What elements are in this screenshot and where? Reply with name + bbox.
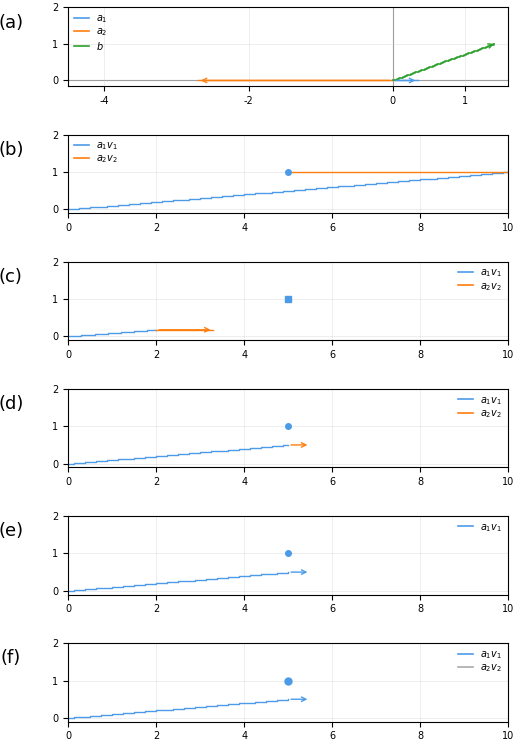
Text: (c): (c)	[0, 268, 23, 286]
Legend: $a_1v_1$, $a_2v_2$: $a_1v_1$, $a_2v_2$	[71, 138, 121, 168]
Text: (b): (b)	[0, 141, 24, 159]
Legend: $a_1$, $a_2$, $b$: $a_1$, $a_2$, $b$	[71, 10, 111, 55]
Legend: $a_1v_1$: $a_1v_1$	[455, 519, 505, 536]
Text: (d): (d)	[0, 395, 24, 413]
Legend: $a_1v_1$, $a_2v_2$: $a_1v_1$, $a_2v_2$	[455, 265, 505, 295]
Text: (e): (e)	[0, 522, 24, 540]
Legend: $a_1v_1$, $a_2v_2$: $a_1v_1$, $a_2v_2$	[455, 646, 505, 677]
Legend: $a_1v_1$, $a_2v_2$: $a_1v_1$, $a_2v_2$	[455, 392, 505, 423]
Text: (f): (f)	[1, 650, 21, 667]
Text: (a): (a)	[0, 13, 24, 32]
